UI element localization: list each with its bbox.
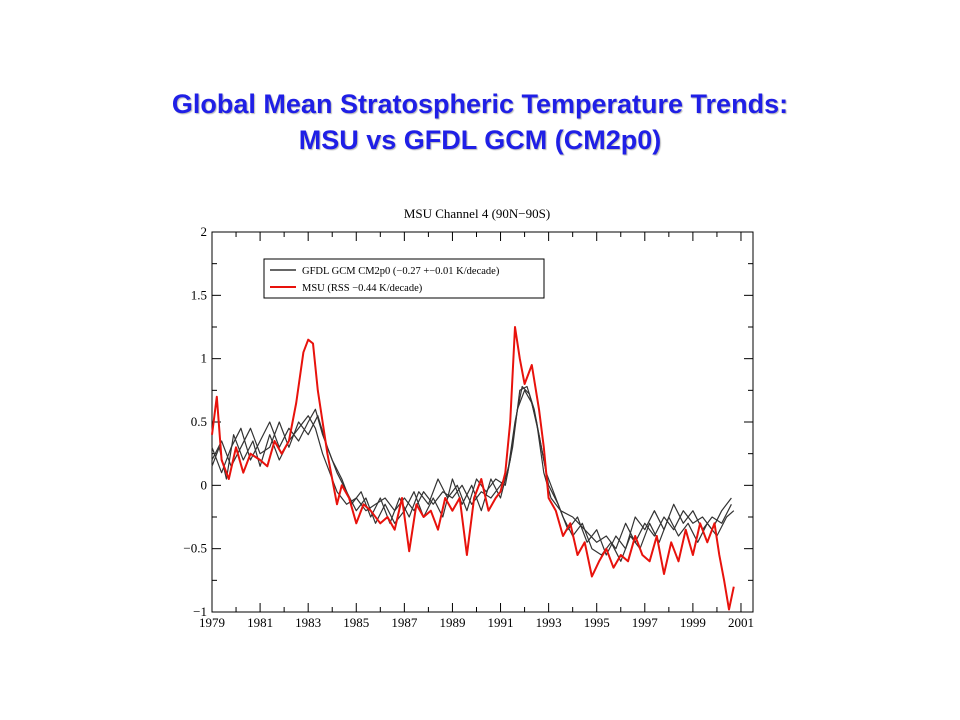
- chart-title: MSU Channel 4 (90N−90S): [404, 206, 550, 221]
- series-line-msu: [211, 326, 735, 611]
- slide-title-line-1: Global Mean Stratospheric Temperature Tr…: [171, 89, 789, 119]
- y-tick-label: 0.5: [191, 414, 207, 429]
- series-line-gcm-3: [211, 389, 735, 562]
- axis-ticks: 1979 1981 1983 1985 1987 1989 1991 1993 1995 1997…: [183, 224, 754, 630]
- x-tick-label: 1999: [680, 615, 706, 630]
- legend-label-gcm: GFDL GCM CM2p0 (−0.27 +−0.01 K/decade): [302, 266, 500, 277]
- x-tick-label: 1983: [295, 615, 321, 630]
- x-tick-label: 1987: [391, 615, 418, 630]
- y-tick-label: 2: [201, 224, 208, 239]
- y-tick-label: −1: [193, 604, 207, 619]
- slide-title: Global Mean Stratospheric Temperature Tr…: [0, 86, 960, 158]
- legend-label-msu: MSU (RSS −0.44 K/decade): [302, 283, 423, 294]
- slide-title-line-2: MSU vs GFDL GCM (CM2p0): [298, 125, 662, 155]
- x-tick-label: 1981: [247, 615, 273, 630]
- y-tick-label: −0.5: [183, 541, 207, 556]
- x-tick-label: 1995: [584, 615, 610, 630]
- y-tick-label: 1.5: [191, 287, 207, 302]
- series-line-gcm-2: [211, 385, 732, 556]
- x-tick-label: 1989: [439, 615, 465, 630]
- x-tick-label: 1993: [536, 615, 562, 630]
- x-tick-label: 1997: [632, 615, 659, 630]
- series-layer: [211, 326, 735, 611]
- x-tick-label: 2001: [728, 615, 754, 630]
- legend-box: [263, 258, 545, 299]
- x-tick-label: 1979: [199, 615, 225, 630]
- y-tick-label: 0: [201, 477, 208, 492]
- x-tick-label: 1991: [488, 615, 514, 630]
- legend: GFDL GCM CM2p0 (−0.27 +−0.01 K/decade) M…: [263, 258, 545, 299]
- y-tick-label: 1: [201, 351, 208, 366]
- x-tick-label: 1985: [343, 615, 369, 630]
